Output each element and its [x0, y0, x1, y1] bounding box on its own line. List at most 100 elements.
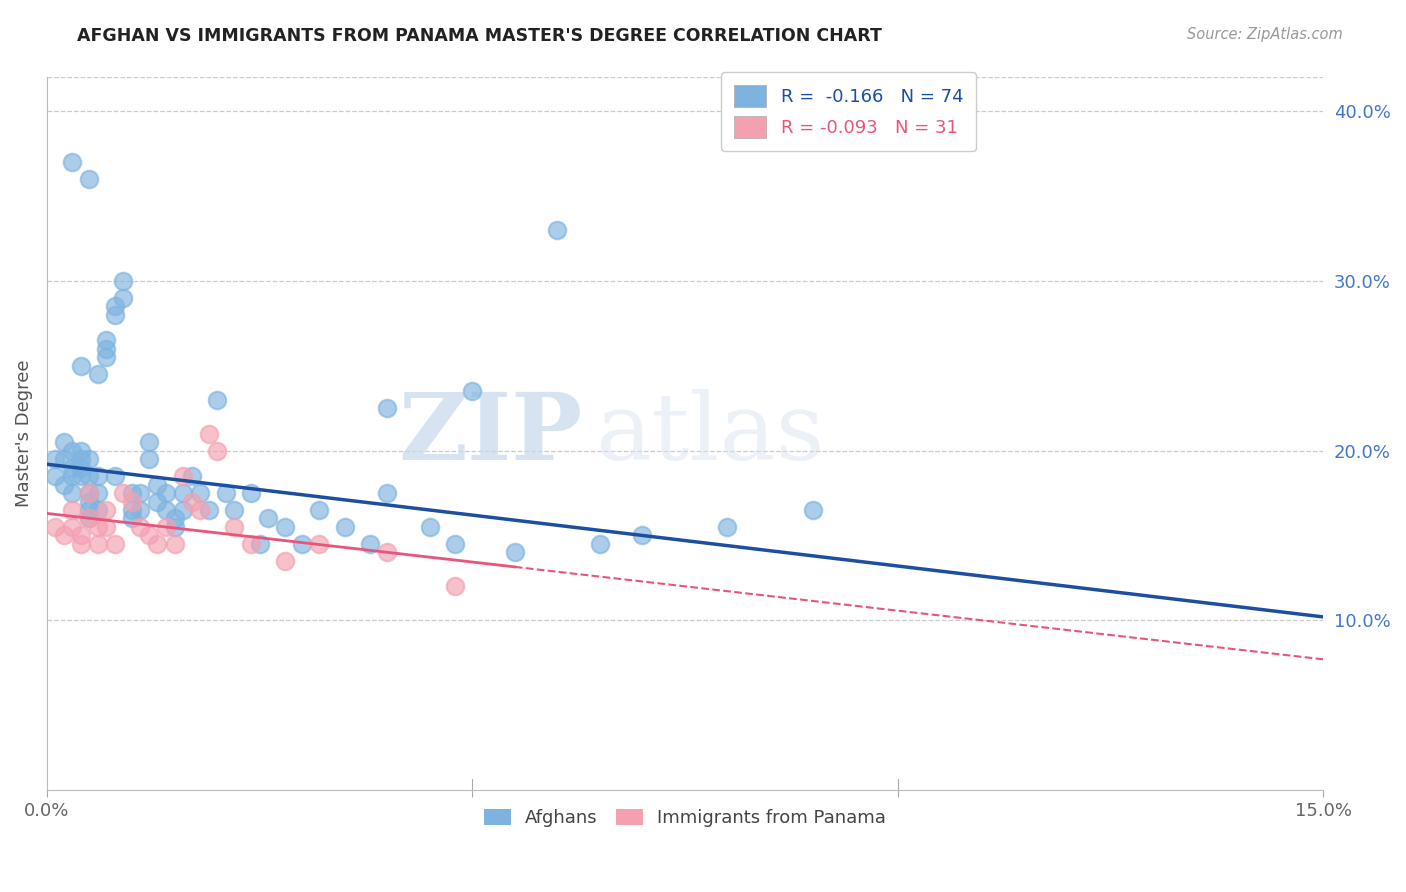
- Point: [180, 494, 202, 508]
- Point: [546, 223, 568, 237]
- Point: [62, 503, 84, 517]
- Point: [44, 452, 66, 467]
- Point: [197, 426, 219, 441]
- Point: [155, 520, 177, 534]
- Point: [96, 503, 118, 517]
- Point: [197, 503, 219, 517]
- Point: [87, 469, 110, 483]
- Point: [503, 545, 526, 559]
- Point: [96, 351, 118, 365]
- Text: Source: ZipAtlas.com: Source: ZipAtlas.com: [1187, 27, 1343, 42]
- Point: [96, 334, 118, 348]
- Point: [62, 520, 84, 534]
- Point: [79, 486, 101, 500]
- Point: [375, 545, 398, 559]
- Point: [240, 537, 263, 551]
- Point: [172, 486, 194, 500]
- Point: [87, 503, 110, 517]
- Point: [104, 469, 127, 483]
- Point: [205, 443, 228, 458]
- Text: ZIP: ZIP: [399, 389, 583, 479]
- Point: [70, 452, 93, 467]
- Point: [44, 469, 66, 483]
- Point: [70, 359, 93, 373]
- Point: [249, 537, 271, 551]
- Point: [172, 503, 194, 517]
- Point: [104, 308, 127, 322]
- Point: [375, 401, 398, 416]
- Point: [163, 520, 186, 534]
- Point: [146, 494, 169, 508]
- Point: [79, 511, 101, 525]
- Point: [96, 342, 118, 356]
- Point: [62, 460, 84, 475]
- Point: [121, 511, 143, 525]
- Point: [308, 503, 330, 517]
- Point: [121, 486, 143, 500]
- Point: [112, 291, 135, 305]
- Point: [274, 554, 297, 568]
- Point: [52, 477, 75, 491]
- Y-axis label: Master's Degree: Master's Degree: [15, 360, 32, 508]
- Point: [274, 520, 297, 534]
- Point: [180, 469, 202, 483]
- Point: [222, 520, 245, 534]
- Point: [188, 486, 211, 500]
- Point: [205, 392, 228, 407]
- Text: AFGHAN VS IMMIGRANTS FROM PANAMA MASTER'S DEGREE CORRELATION CHART: AFGHAN VS IMMIGRANTS FROM PANAMA MASTER'…: [77, 27, 882, 45]
- Point: [444, 537, 467, 551]
- Point: [188, 503, 211, 517]
- Point: [70, 537, 93, 551]
- Point: [146, 477, 169, 491]
- Point: [444, 579, 467, 593]
- Point: [155, 503, 177, 517]
- Point: [359, 537, 381, 551]
- Point: [52, 435, 75, 450]
- Point: [79, 172, 101, 186]
- Point: [96, 520, 118, 534]
- Point: [589, 537, 612, 551]
- Point: [52, 528, 75, 542]
- Point: [112, 274, 135, 288]
- Legend: Afghans, Immigrants from Panama: Afghans, Immigrants from Panama: [477, 802, 893, 834]
- Point: [129, 486, 152, 500]
- Point: [62, 443, 84, 458]
- Point: [172, 469, 194, 483]
- Point: [87, 537, 110, 551]
- Point: [79, 494, 101, 508]
- Point: [308, 537, 330, 551]
- Point: [79, 486, 101, 500]
- Point: [716, 520, 738, 534]
- Point: [461, 384, 484, 399]
- Point: [79, 469, 101, 483]
- Point: [87, 486, 110, 500]
- Point: [214, 486, 236, 500]
- Point: [87, 520, 110, 534]
- Point: [163, 511, 186, 525]
- Point: [112, 486, 135, 500]
- Point: [121, 503, 143, 517]
- Point: [79, 503, 101, 517]
- Text: atlas: atlas: [596, 389, 825, 479]
- Point: [155, 486, 177, 500]
- Point: [801, 503, 824, 517]
- Point: [87, 368, 110, 382]
- Point: [333, 520, 356, 534]
- Point: [62, 486, 84, 500]
- Point: [104, 300, 127, 314]
- Point: [62, 155, 84, 169]
- Point: [138, 452, 160, 467]
- Point: [257, 511, 280, 525]
- Point: [631, 528, 654, 542]
- Point: [129, 503, 152, 517]
- Point: [138, 528, 160, 542]
- Point: [52, 452, 75, 467]
- Point: [70, 528, 93, 542]
- Point: [129, 520, 152, 534]
- Point: [146, 537, 169, 551]
- Point: [79, 511, 101, 525]
- Point: [104, 537, 127, 551]
- Point: [79, 452, 101, 467]
- Point: [70, 443, 93, 458]
- Point: [163, 537, 186, 551]
